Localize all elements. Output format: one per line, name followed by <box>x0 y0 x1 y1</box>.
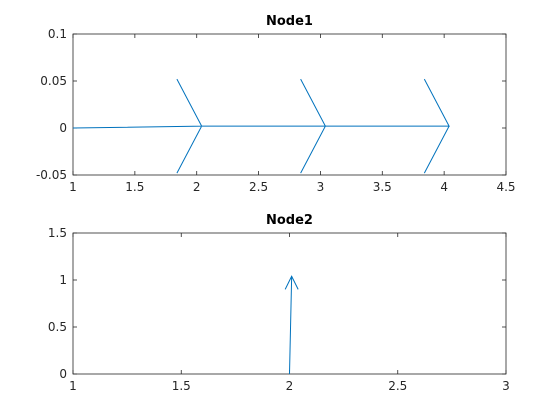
x-tick-label: 3 <box>317 180 325 194</box>
x-tick-label: 2 <box>286 379 294 393</box>
x-tick-label: 2.5 <box>388 379 407 393</box>
y-tick-label: 1 <box>59 273 67 287</box>
y-tick-label: 0 <box>59 121 67 135</box>
x-tick-label: 3.5 <box>373 180 392 194</box>
y-tick-label: -0.05 <box>36 168 67 182</box>
y-tick-label: 0.5 <box>48 320 67 334</box>
axes-1: 1 1.5 2 2.5 3 3.5 4 4.5 -0.05 0 0.05 0.1 Node1 <box>36 14 516 194</box>
axes-2: 1 1.5 2 2.5 3 0 0.5 1 1.5 Node2 <box>48 213 510 393</box>
x-tick-label: 1.5 <box>172 379 191 393</box>
axes-1-frame <box>73 34 506 175</box>
x-tick-label: 1 <box>69 379 77 393</box>
y-tick-label: 0.1 <box>48 27 67 41</box>
x-tick-label: 3 <box>502 379 510 393</box>
x-tick-label: 4 <box>440 180 448 194</box>
x-tick-label: 1 <box>69 180 77 194</box>
x-tick-label: 2.5 <box>249 180 268 194</box>
axes-2-title: Node2 <box>266 213 313 228</box>
x-tick-label: 1.5 <box>125 180 144 194</box>
y-tick-label: 1.5 <box>48 226 67 240</box>
x-tick-label: 4.5 <box>496 180 515 194</box>
axes-1-title: Node1 <box>266 14 313 29</box>
y-tick-label: 0 <box>59 367 67 381</box>
x-tick-label: 2 <box>193 180 201 194</box>
y-tick-label: 0.05 <box>40 74 67 88</box>
